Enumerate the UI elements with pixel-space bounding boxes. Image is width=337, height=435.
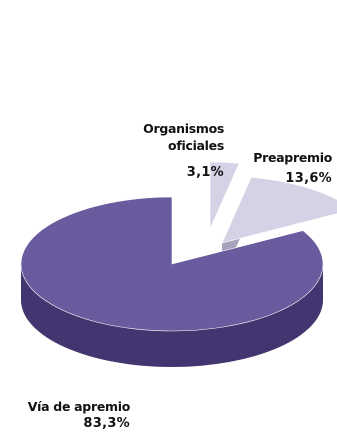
value-organismos: 3,1% <box>187 165 224 180</box>
label-via-de-apremio: Vía de apremio <box>28 399 131 414</box>
label-preapremio: Preapremio <box>253 150 332 165</box>
label-organismos-line-2: oficiales <box>168 138 224 153</box>
label-organismos-line-1: Organismos <box>143 121 224 136</box>
value-preapremio: 13,6% <box>285 171 332 186</box>
pie-slice-side-via-de-apremio <box>21 264 323 367</box>
pie-slice-via-de-apremio <box>20 196 324 332</box>
pie-slice-organismos-oficiales <box>209 161 240 230</box>
pie-tops <box>20 161 337 332</box>
value-via-de-apremio: 83,3% <box>83 416 130 431</box>
pie-slice-preapremio <box>221 176 337 244</box>
